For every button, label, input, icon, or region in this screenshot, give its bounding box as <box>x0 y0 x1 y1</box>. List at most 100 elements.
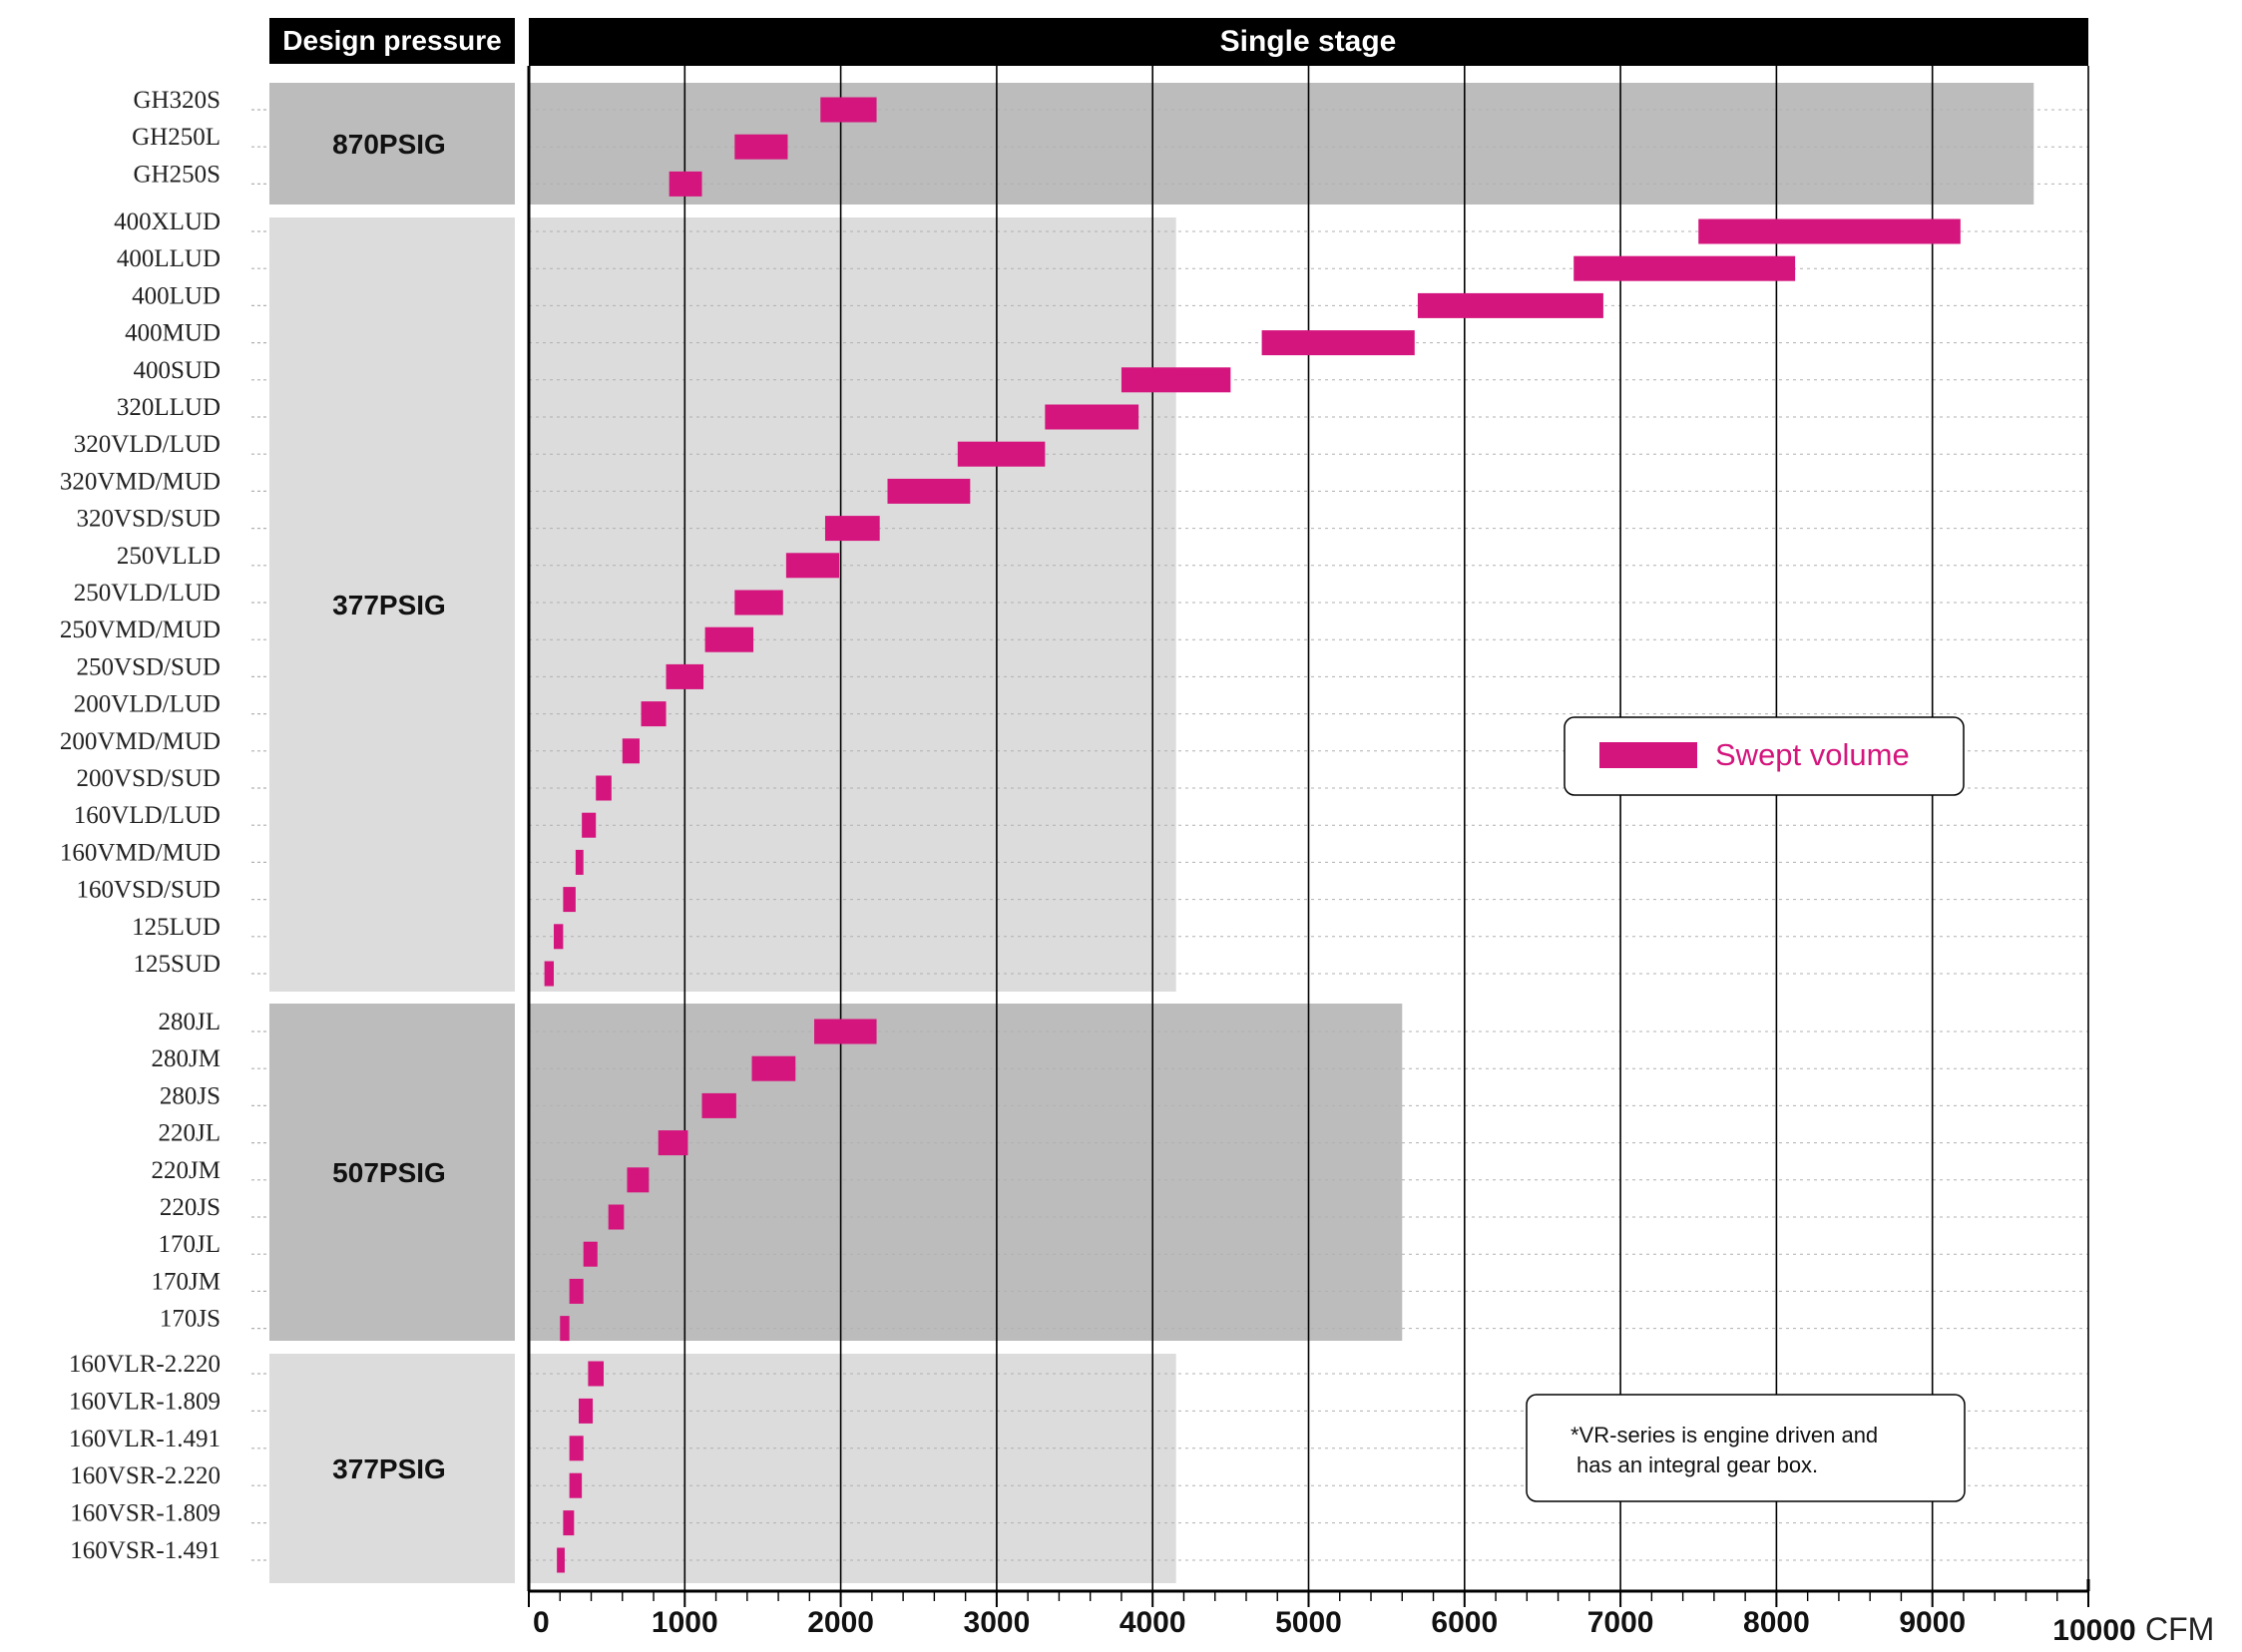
bar-layer <box>544 97 1961 1573</box>
model-label-280jm: 280JM <box>152 1045 221 1072</box>
bar-160vsr-1-809 <box>563 1510 575 1536</box>
bar-320llud <box>1045 404 1139 430</box>
legend-label: Swept volume <box>1715 737 1910 772</box>
model-label-400mud: 400MUD <box>125 320 221 347</box>
bar-250vmd-mud <box>704 626 754 652</box>
pressure-cell-4 <box>269 1354 515 1583</box>
legend-swatch <box>1599 742 1697 768</box>
x-tick-label-9000: 9000 <box>1899 1606 1966 1639</box>
model-label-280js: 280JS <box>160 1082 221 1109</box>
bar-160vsr-1-491 <box>557 1547 565 1573</box>
model-label-320vmd-mud: 320VMD/MUD <box>60 468 221 495</box>
model-label-gh250s: GH250S <box>133 161 221 188</box>
model-label-160vlr-1-491: 160VLR-1.491 <box>69 1426 221 1452</box>
model-label-gh250l: GH250L <box>132 124 221 151</box>
pressure-cell-3 <box>269 1004 515 1341</box>
grid-layer <box>527 66 2089 1591</box>
model-label-280jl: 280JL <box>159 1009 222 1035</box>
bar-320vsd-sud <box>824 516 880 542</box>
bar-160vsr-2-220 <box>569 1472 583 1498</box>
bar-400mud <box>1261 330 1415 356</box>
bar-400lud <box>1417 292 1603 318</box>
bar-250vsd-sud <box>666 663 704 689</box>
model-label-200vld-lud: 200VLD/LUD <box>74 691 221 718</box>
model-label-125sud: 125SUD <box>133 951 221 978</box>
x-tick-label-6000: 6000 <box>1431 1606 1498 1639</box>
bar-gh250l <box>734 134 788 160</box>
pressure-label-2: 377PSIG <box>332 590 446 620</box>
model-label-160vsr-2-220: 160VSR-2.220 <box>70 1462 221 1489</box>
x-axis-unit: CFM <box>2145 1611 2214 1647</box>
model-label-160vsd-sud: 160VSD/SUD <box>77 877 221 904</box>
x-tick-label-3000: 3000 <box>964 1606 1031 1639</box>
header-single-stage: Single stage <box>1220 25 1397 58</box>
model-label-250vld-lud: 250VLD/LUD <box>74 580 221 607</box>
bar-220jl <box>658 1130 688 1156</box>
note-frame <box>1526 1394 1966 1502</box>
model-label-250vmd-mud: 250VMD/MUD <box>60 617 221 643</box>
bar-400llud <box>1573 255 1796 281</box>
bar-200vsd-sud <box>596 775 612 801</box>
model-label-400xlud: 400XLUD <box>114 208 221 235</box>
pressure-band-3 <box>529 1004 1403 1341</box>
legend-frame <box>1564 716 1965 796</box>
bar-280jm <box>751 1055 796 1081</box>
pressure-cell-2 <box>269 217 515 992</box>
header-left-bg <box>269 18 515 64</box>
bar-170jl <box>583 1241 598 1267</box>
bar-320vmd-mud <box>887 478 971 504</box>
model-label-160vmd-mud: 160VMD/MUD <box>60 839 221 866</box>
x-tick-label-4000: 4000 <box>1120 1606 1186 1639</box>
model-label-160vld-lud: 160VLD/LUD <box>74 802 221 829</box>
pressure-label-3: 507PSIG <box>332 1157 446 1188</box>
bar-280js <box>701 1092 736 1118</box>
bar-gh320s <box>820 97 877 123</box>
pressure-band-4 <box>529 1354 1176 1583</box>
bar-160vlr-1-809 <box>579 1398 594 1424</box>
model-label-320vld-lud: 320VLD/LUD <box>74 431 221 458</box>
model-label-250vsd-sud: 250VSD/SUD <box>77 653 221 680</box>
model-label-170js: 170JS <box>160 1306 221 1333</box>
model-label-220js: 220JS <box>160 1194 221 1221</box>
bar-160vlr-2-220 <box>588 1361 605 1387</box>
model-label-320vsd-sud: 320VSD/SUD <box>77 506 221 533</box>
model-label-160vlr-2-220: 160VLR-2.220 <box>69 1351 221 1378</box>
pressure-band-2 <box>529 217 1176 992</box>
model-label-400lud: 400LUD <box>132 282 221 309</box>
x-tick-label-5000: 5000 <box>1275 1606 1342 1639</box>
model-label-200vmd-mud: 200VMD/MUD <box>60 728 221 755</box>
header-right-bg <box>529 18 2088 66</box>
bar-160vlr-1-491 <box>569 1436 584 1461</box>
model-label-170jl: 170JL <box>159 1231 222 1258</box>
bar-220js <box>608 1204 625 1230</box>
bar-125lud <box>554 924 564 950</box>
model-label-400sud: 400SUD <box>133 357 221 384</box>
model-label-170jm: 170JM <box>152 1268 221 1295</box>
bar-160vmd-mud <box>575 849 584 875</box>
pressure-cell-1 <box>269 83 515 205</box>
model-label-220jm: 220JM <box>152 1157 221 1184</box>
header-design-pressure: Design pressure <box>282 25 501 56</box>
bar-400sud <box>1121 367 1231 393</box>
row-guide-layer <box>251 109 2088 1561</box>
bar-250vld-lud <box>734 590 783 616</box>
bar-170js <box>560 1316 570 1342</box>
model-label-320llud: 320LLUD <box>117 394 221 421</box>
model-label-160vsr-1-491: 160VSR-1.491 <box>70 1537 221 1564</box>
legend: Swept volume <box>1564 716 1965 796</box>
x-axis: 0 1000 2000 3000 4000 5000 6000 7000 8000 9000 100… <box>528 1579 2214 1647</box>
bar-125sud <box>544 961 555 987</box>
bar-400xlud <box>1698 218 1961 244</box>
note-line-2: has an integral gear box. <box>1576 1452 1818 1477</box>
label-layer: 870PSIG GH320S GH250L GH250S 377PSIG 400XLUD 4… <box>60 87 446 1564</box>
model-label-200vsd-sud: 200VSD/SUD <box>77 765 221 792</box>
bar-200vld-lud <box>641 701 667 727</box>
model-label-125lud: 125LUD <box>132 914 221 941</box>
bar-320vld-lud <box>957 441 1046 467</box>
x-tick-label-10000: 10000 <box>2052 1614 2135 1647</box>
pressure-label-1: 870PSIG <box>332 129 446 160</box>
x-tick-label-8000: 8000 <box>1743 1606 1810 1639</box>
x-tick-label-1000: 1000 <box>652 1606 718 1639</box>
